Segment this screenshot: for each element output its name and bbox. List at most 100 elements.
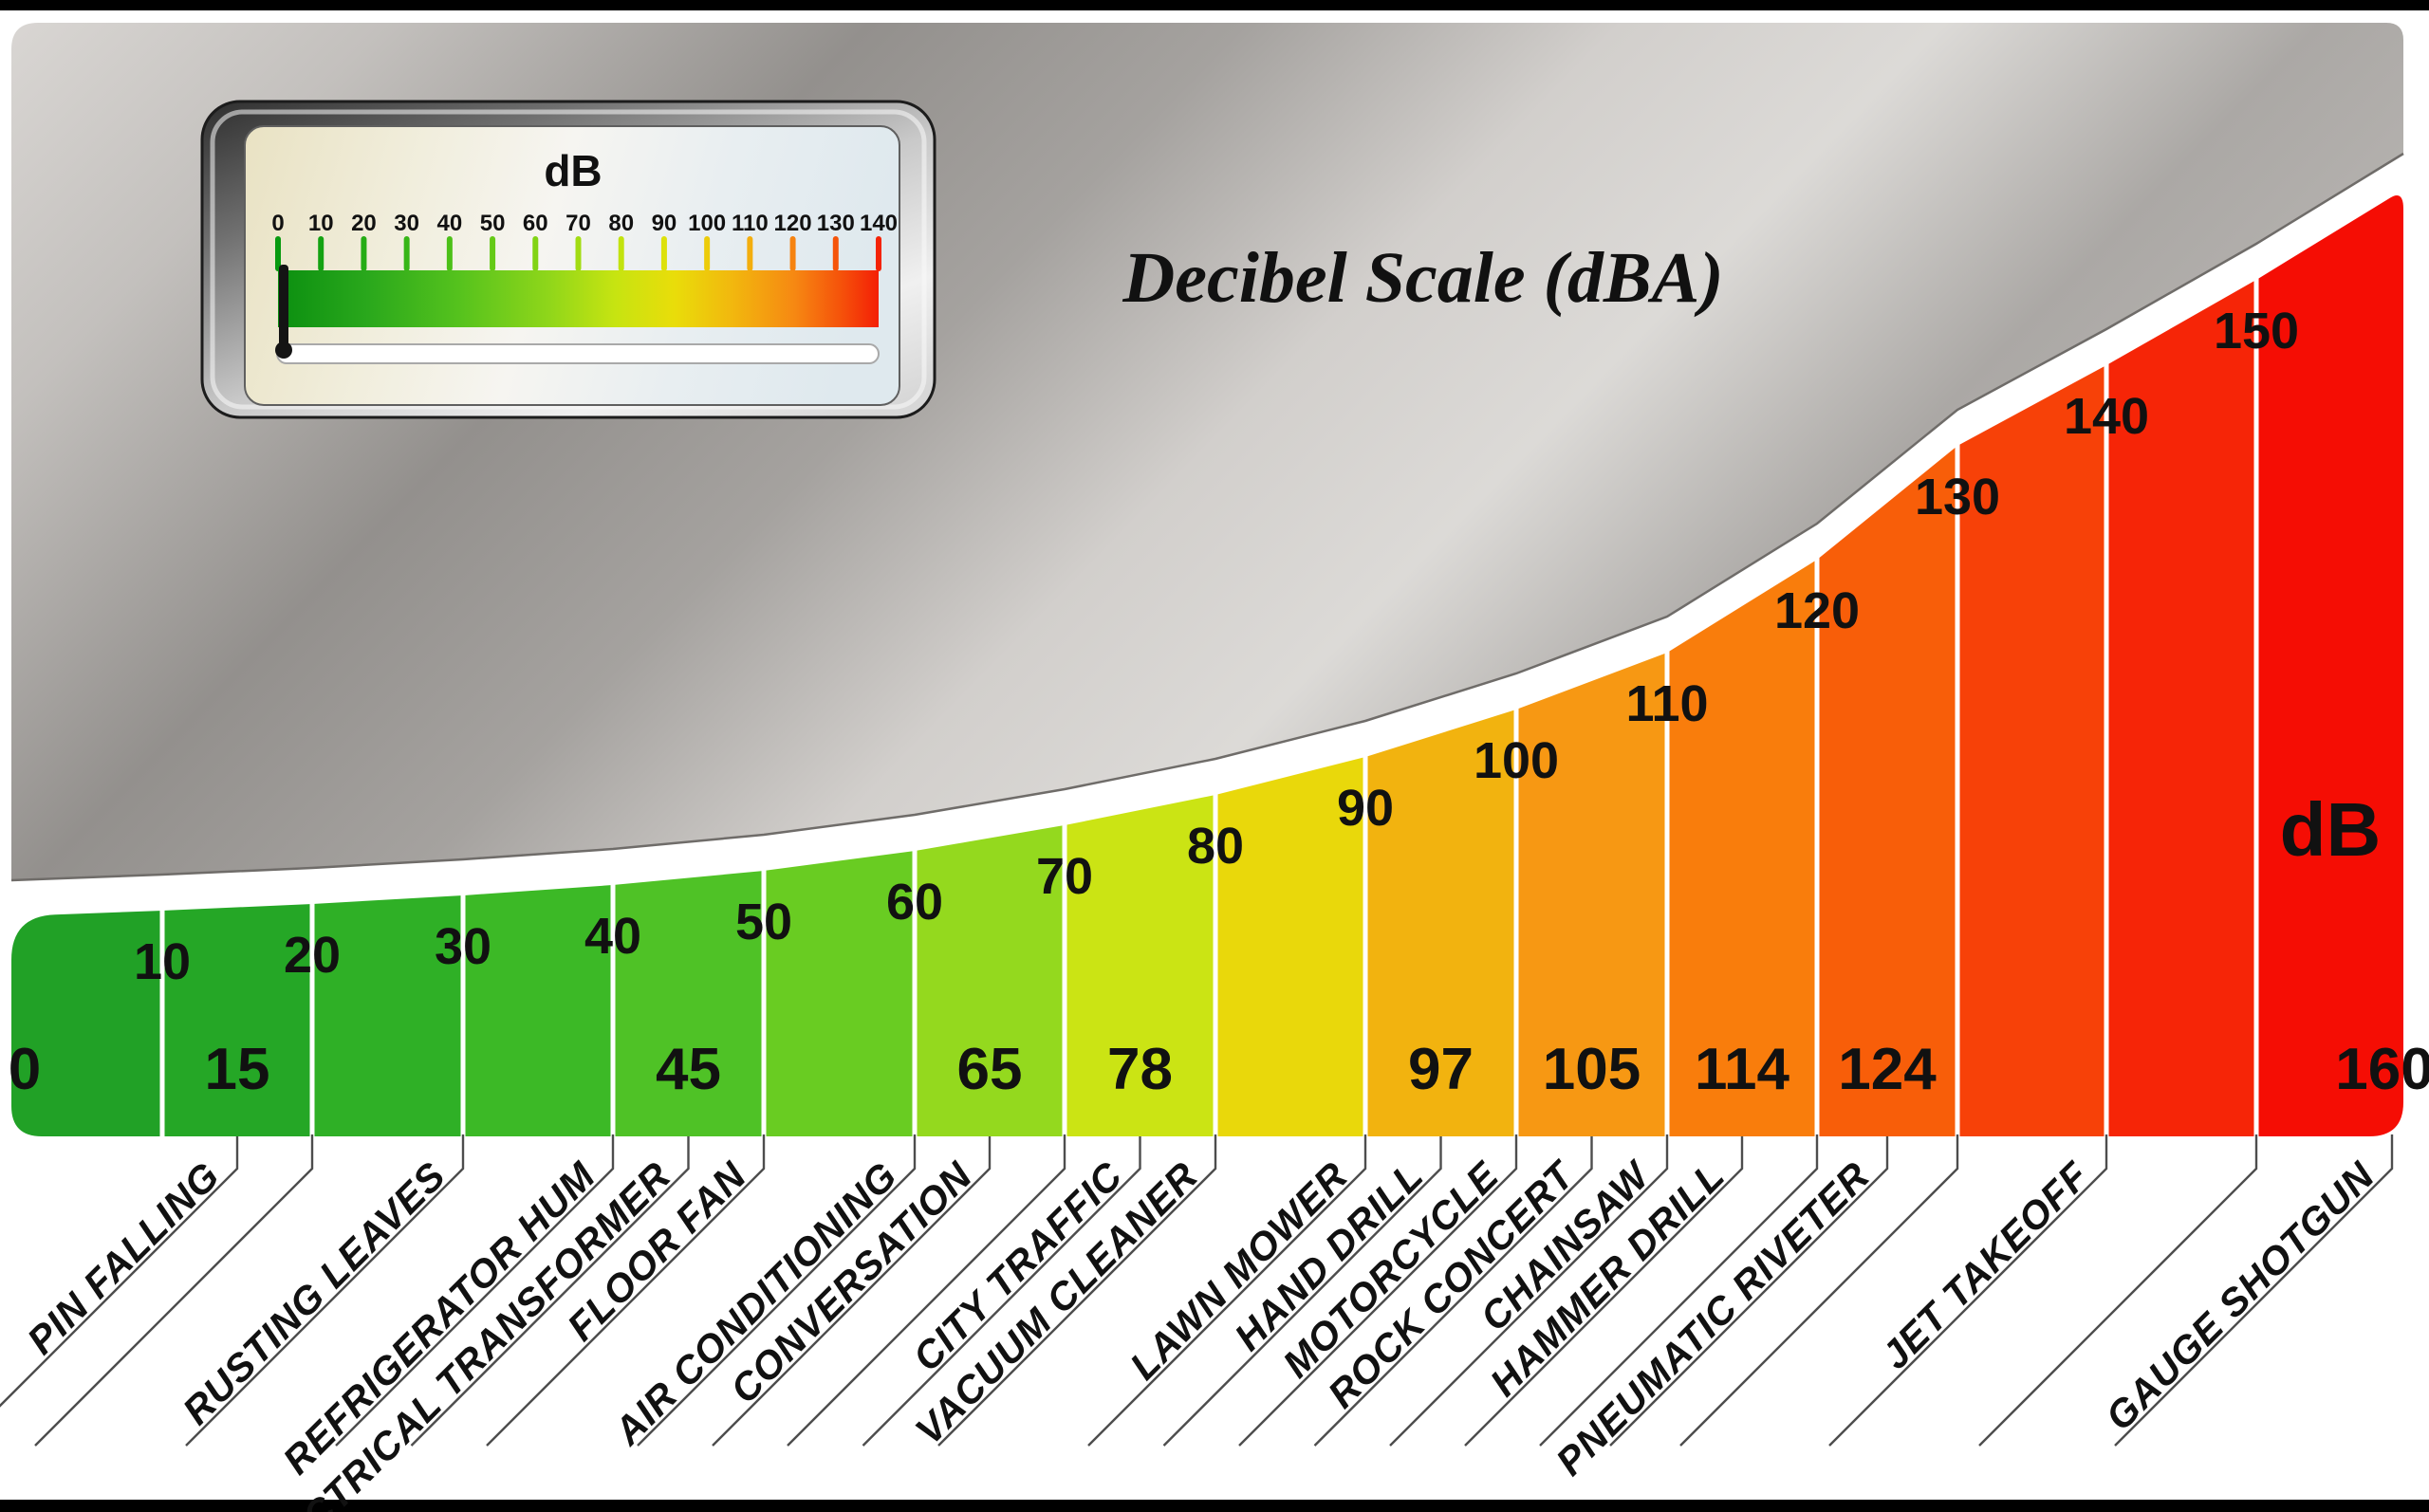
bottom-frame-strip: [0, 1500, 2429, 1512]
meter-tick-label-110: 110: [732, 211, 769, 236]
bottom-value-45: 45: [656, 1037, 721, 1102]
meter-needle-shaft[interactable]: [279, 265, 288, 346]
meter-tick-label-10: 10: [308, 211, 334, 236]
leader-line-45db: [410, 1134, 690, 1447]
leader-line-30db: [185, 1134, 465, 1447]
leader-line-124db: [1609, 1134, 1889, 1447]
leader-line-15db: [0, 1134, 239, 1408]
silver-curve-edge: [10, 152, 2404, 882]
meter-slider-track: [276, 343, 880, 364]
segment-110-120: [1669, 561, 1815, 1136]
unit-label-big: dB: [2280, 787, 2382, 872]
meter-tick-label-120: 120: [774, 211, 812, 236]
segment-30-40: [465, 885, 611, 1136]
divider-label-80: 80: [1187, 818, 1244, 875]
leader-line-120db: [1539, 1134, 1819, 1447]
divider-label-70: 70: [1036, 848, 1093, 905]
meter-tick-label-90: 90: [652, 211, 677, 236]
segment-40-50: [615, 871, 762, 1136]
leader-line-105db: [1313, 1134, 1593, 1447]
segment-70-80: [1066, 795, 1214, 1136]
leader-line-65db: [712, 1134, 992, 1447]
leader-line-130db: [1679, 1134, 1959, 1447]
divider-label-130: 130: [1915, 469, 2000, 526]
leader-line-160db: [2114, 1134, 2394, 1447]
divider-label-60: 60: [886, 874, 943, 931]
divider-label-110: 110: [1625, 675, 1708, 732]
leader-lines-group: [0, 1134, 2394, 1447]
meter-tick-label-30: 30: [394, 211, 419, 236]
segment-120-130: [1819, 448, 1956, 1136]
segment-0-10: [11, 911, 160, 1136]
top-frame-strip: [0, 0, 2429, 10]
bottom-value-97: 97: [1408, 1037, 1474, 1102]
meter-tick-label-140: 140: [860, 211, 898, 236]
meter-frame-bevel: [210, 109, 927, 410]
meter-needle[interactable]: [275, 265, 292, 359]
divider-label-50: 50: [735, 894, 792, 950]
meter-gradient-bar: [278, 270, 879, 327]
segment-10-20: [164, 904, 310, 1136]
divider-label-20: 20: [284, 927, 341, 984]
leader-line-90db: [1087, 1134, 1367, 1447]
bottom-value-105: 105: [1543, 1037, 1641, 1102]
bottom-value-78: 78: [1107, 1037, 1173, 1102]
leader-line-40db: [335, 1134, 615, 1447]
meter-tick-label-100: 100: [688, 211, 726, 236]
leader-line-150db: [1978, 1134, 2258, 1447]
segment-140-150: [2108, 281, 2254, 1136]
segment-50-60: [766, 851, 913, 1136]
meter-tick-label-130: 130: [817, 211, 855, 236]
segment-60-70: [917, 825, 1063, 1136]
segment-80-90: [1217, 757, 1363, 1136]
segment-90-100: [1367, 710, 1514, 1136]
meter-tick-label-60: 60: [523, 211, 548, 236]
bottom-numbers-group: 0 15 45 65 78 97 105 114 124 160: [9, 1037, 2429, 1102]
leader-line-97db: [1162, 1134, 1442, 1447]
divider-label-40: 40: [584, 908, 641, 965]
meter-panel: [244, 125, 900, 406]
leader-line-110db: [1389, 1134, 1669, 1447]
divider-label-150: 150: [2214, 303, 2299, 360]
meter-tick-label-0: 0: [271, 211, 284, 236]
meter-tick-label-20: 20: [351, 211, 377, 236]
divider-numbers-group: 10 20 30 40 50 60 70 80 90 100 110 120 130 140 150: [134, 303, 2299, 990]
db-segments-group: [11, 195, 2403, 1136]
leader-line-50db: [486, 1134, 766, 1447]
segment-20-30: [314, 895, 461, 1136]
leader-line-20db: [34, 1134, 314, 1447]
meter-tick-label-70: 70: [566, 211, 591, 236]
leader-line-78db: [862, 1134, 1141, 1447]
bottom-value-160: 160: [2335, 1037, 2429, 1102]
divider-label-140: 140: [2064, 388, 2149, 445]
bottom-value-0: 0: [9, 1037, 41, 1102]
meter-unit-label: dB: [544, 146, 602, 195]
segment-150-160: [2258, 195, 2403, 1136]
divider-label-100: 100: [1474, 732, 1559, 789]
leader-line-114db: [1464, 1134, 1744, 1447]
meter-tick-label-80: 80: [608, 211, 634, 236]
leader-line-100db: [1238, 1134, 1518, 1447]
leader-line-80db: [937, 1134, 1217, 1447]
segment-100-110: [1518, 653, 1665, 1136]
leader-line-60db: [637, 1134, 917, 1447]
bottom-value-65: 65: [957, 1037, 1023, 1102]
bottom-value-124: 124: [1838, 1037, 1937, 1102]
divider-label-120: 120: [1774, 582, 1860, 639]
leader-line-140db: [1828, 1134, 2108, 1447]
meter-tick-label-50: 50: [480, 211, 506, 236]
meter-ticks-group: 0 10 20 30 40 50 60 70 80 90 100 110 120 130 140: [271, 211, 898, 271]
divider-label-30: 30: [435, 918, 491, 975]
meter-needle-tip[interactable]: [275, 341, 292, 359]
bottom-value-15: 15: [205, 1037, 270, 1102]
segment-130-140: [1959, 366, 2105, 1136]
meter-tick-label-40: 40: [437, 211, 463, 236]
divider-label-10: 10: [134, 933, 191, 990]
db-meter: dB 0 10 20 30 40 50 60 70 80 90 100 110 120 130 140: [200, 100, 936, 419]
page-title: Decibel Scale (dBA): [1122, 238, 1723, 318]
bottom-value-114: 114: [1695, 1037, 1790, 1102]
divider-label-90: 90: [1337, 780, 1394, 837]
leader-line-70db: [787, 1134, 1066, 1447]
